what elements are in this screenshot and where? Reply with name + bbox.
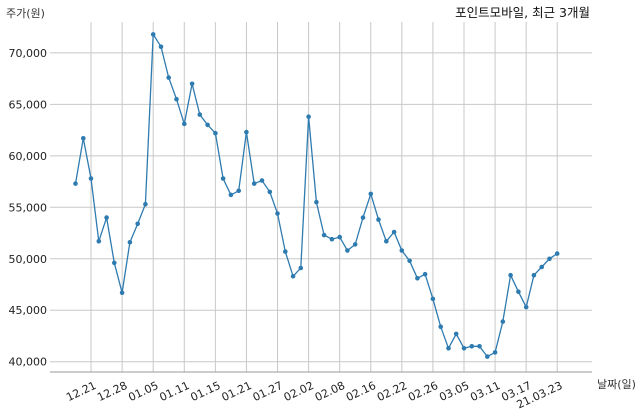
x-tick-label: 02.22 [375, 379, 409, 404]
data-point [469, 344, 475, 349]
x-tick-label: 01.27 [251, 379, 285, 404]
data-point [104, 215, 109, 220]
y-tick-label: 45,000 [9, 304, 48, 317]
y-tick-label: 55,000 [9, 201, 48, 214]
data-point [523, 304, 529, 310]
data-point [166, 75, 171, 80]
y-axis-ticks: 40,000 45,000 50,000 55,000 60,000 65,000 70,0… [9, 47, 48, 369]
data-point [150, 32, 156, 37]
x-tick-label: 01.05 [126, 379, 160, 404]
data-point [220, 176, 226, 181]
data-point [477, 344, 482, 349]
price-series-points [73, 32, 560, 359]
x-tick-label: 02.02 [282, 379, 316, 404]
data-point [516, 289, 521, 295]
data-point [306, 114, 311, 119]
data-point [182, 121, 187, 127]
data-point [213, 130, 218, 136]
data-point [547, 256, 552, 262]
data-point [275, 211, 280, 216]
data-point [244, 129, 249, 135]
data-point [508, 272, 513, 278]
x-axis-ticks: 12.2112.2801.0501.1101.1501.2101.2702.02… [64, 379, 564, 411]
data-point [88, 176, 94, 181]
grid-lines [50, 22, 592, 373]
data-point [127, 240, 133, 245]
data-point [360, 215, 366, 220]
data-point [290, 274, 296, 279]
data-point [283, 249, 288, 254]
data-point [267, 189, 273, 195]
chart-title: 포인트모바일, 최근 3개월 [455, 5, 590, 20]
data-point [399, 248, 405, 253]
data-point [368, 191, 374, 197]
data-point [143, 201, 148, 207]
data-point [384, 239, 389, 244]
data-point [189, 81, 195, 87]
data-point [446, 346, 451, 351]
data-point [407, 258, 412, 264]
y-tick-label: 65,000 [9, 98, 48, 111]
data-point [112, 260, 117, 266]
price-series-line [74, 32, 558, 358]
data-point [500, 319, 506, 324]
data-point [453, 331, 459, 337]
data-point [321, 232, 327, 238]
y-tick-label: 60,000 [9, 150, 48, 163]
data-point [391, 229, 397, 235]
x-axis-title: 날짜(일) [597, 377, 636, 391]
data-point [174, 96, 179, 102]
x-tick-label: 01.15 [189, 379, 223, 404]
data-point [329, 236, 335, 242]
data-point [228, 192, 234, 198]
data-point [96, 239, 102, 244]
data-point [236, 188, 241, 194]
data-point [298, 265, 304, 271]
data-point [539, 264, 544, 270]
data-point [554, 251, 560, 256]
y-tick-label: 50,000 [9, 253, 48, 266]
data-point [485, 354, 490, 359]
data-point [438, 324, 444, 330]
data-point [415, 276, 420, 281]
x-tick-label: 02.26 [406, 379, 440, 404]
data-point [461, 346, 467, 351]
x-tick-label: 03.05 [437, 379, 471, 404]
x-tick-label: 02.08 [313, 379, 347, 404]
data-point [197, 112, 203, 117]
data-point [205, 122, 210, 128]
data-point [119, 290, 125, 296]
data-point [376, 217, 381, 222]
x-tick-label: 01.11 [158, 379, 192, 404]
x-tick-label: 12.21 [64, 379, 98, 404]
data-point [259, 178, 265, 183]
data-point [81, 136, 86, 141]
y-tick-label: 40,000 [9, 356, 48, 369]
data-point [345, 248, 350, 253]
data-point [135, 221, 140, 227]
y-tick-label: 70,000 [9, 47, 48, 60]
data-point [314, 199, 319, 205]
data-point [531, 272, 537, 278]
data-point [492, 350, 498, 355]
data-point [337, 234, 343, 240]
data-point [73, 181, 78, 186]
y-axis-title: 주가(원) [6, 7, 45, 20]
data-point [158, 44, 164, 49]
x-tick-label: 02.16 [344, 379, 378, 404]
data-point [430, 296, 436, 302]
data-point [251, 181, 257, 186]
data-point [352, 242, 358, 247]
x-tick-label: 03.11 [468, 379, 502, 404]
x-tick-label: 12.28 [95, 379, 129, 404]
data-point [422, 271, 428, 277]
x-tick-label: 01.21 [220, 379, 254, 404]
